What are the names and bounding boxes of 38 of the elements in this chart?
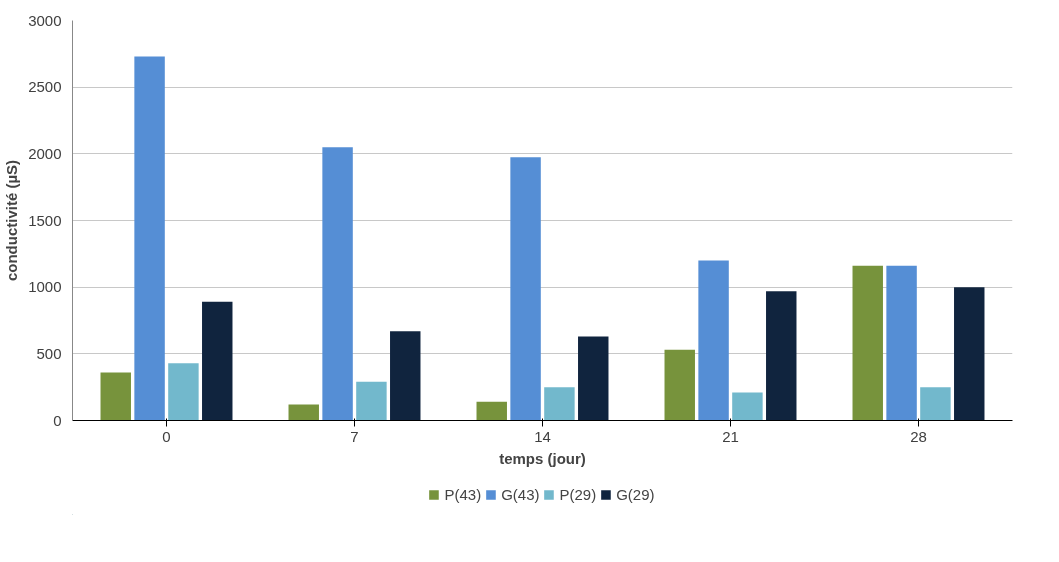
bar xyxy=(664,349,695,421)
bar xyxy=(732,392,763,421)
bar xyxy=(134,56,165,421)
x-tick-label: 14 xyxy=(534,427,551,445)
y-tick-label: 0 xyxy=(53,411,62,429)
y-tick-label: 1000 xyxy=(28,278,62,296)
bar xyxy=(954,287,985,421)
bar xyxy=(510,157,541,421)
bar xyxy=(766,291,797,421)
y-tick-label: 1500 xyxy=(28,211,62,229)
x-axis-title: temps (jour) xyxy=(499,449,586,467)
x-tick-label: 7 xyxy=(350,427,359,445)
x-tick-label: 0 xyxy=(162,427,171,445)
legend-label: P(29) xyxy=(559,485,597,503)
y-axis-title: conductivité (µS) xyxy=(3,159,21,282)
bar xyxy=(390,331,421,421)
bar xyxy=(476,401,507,421)
legend-label: G(29) xyxy=(616,485,655,503)
bar xyxy=(356,381,387,421)
x-tick-label: 28 xyxy=(910,427,927,445)
bar xyxy=(578,336,609,421)
bar xyxy=(852,265,883,421)
bar xyxy=(168,363,199,421)
bar xyxy=(698,260,729,421)
legend-label: G(43) xyxy=(501,485,540,503)
bar xyxy=(100,372,131,421)
legend-label: P(43) xyxy=(444,485,482,503)
x-tick-label: 21 xyxy=(722,427,739,445)
bar xyxy=(886,265,917,421)
bar xyxy=(544,387,575,421)
bar xyxy=(202,301,233,421)
bar xyxy=(322,147,353,421)
y-tick-label: 3000 xyxy=(28,11,62,29)
y-tick-label: 2500 xyxy=(28,78,62,96)
bar xyxy=(920,387,951,421)
y-tick-label: 500 xyxy=(36,344,62,362)
bar xyxy=(288,404,319,421)
y-tick-label: 2000 xyxy=(28,144,62,162)
